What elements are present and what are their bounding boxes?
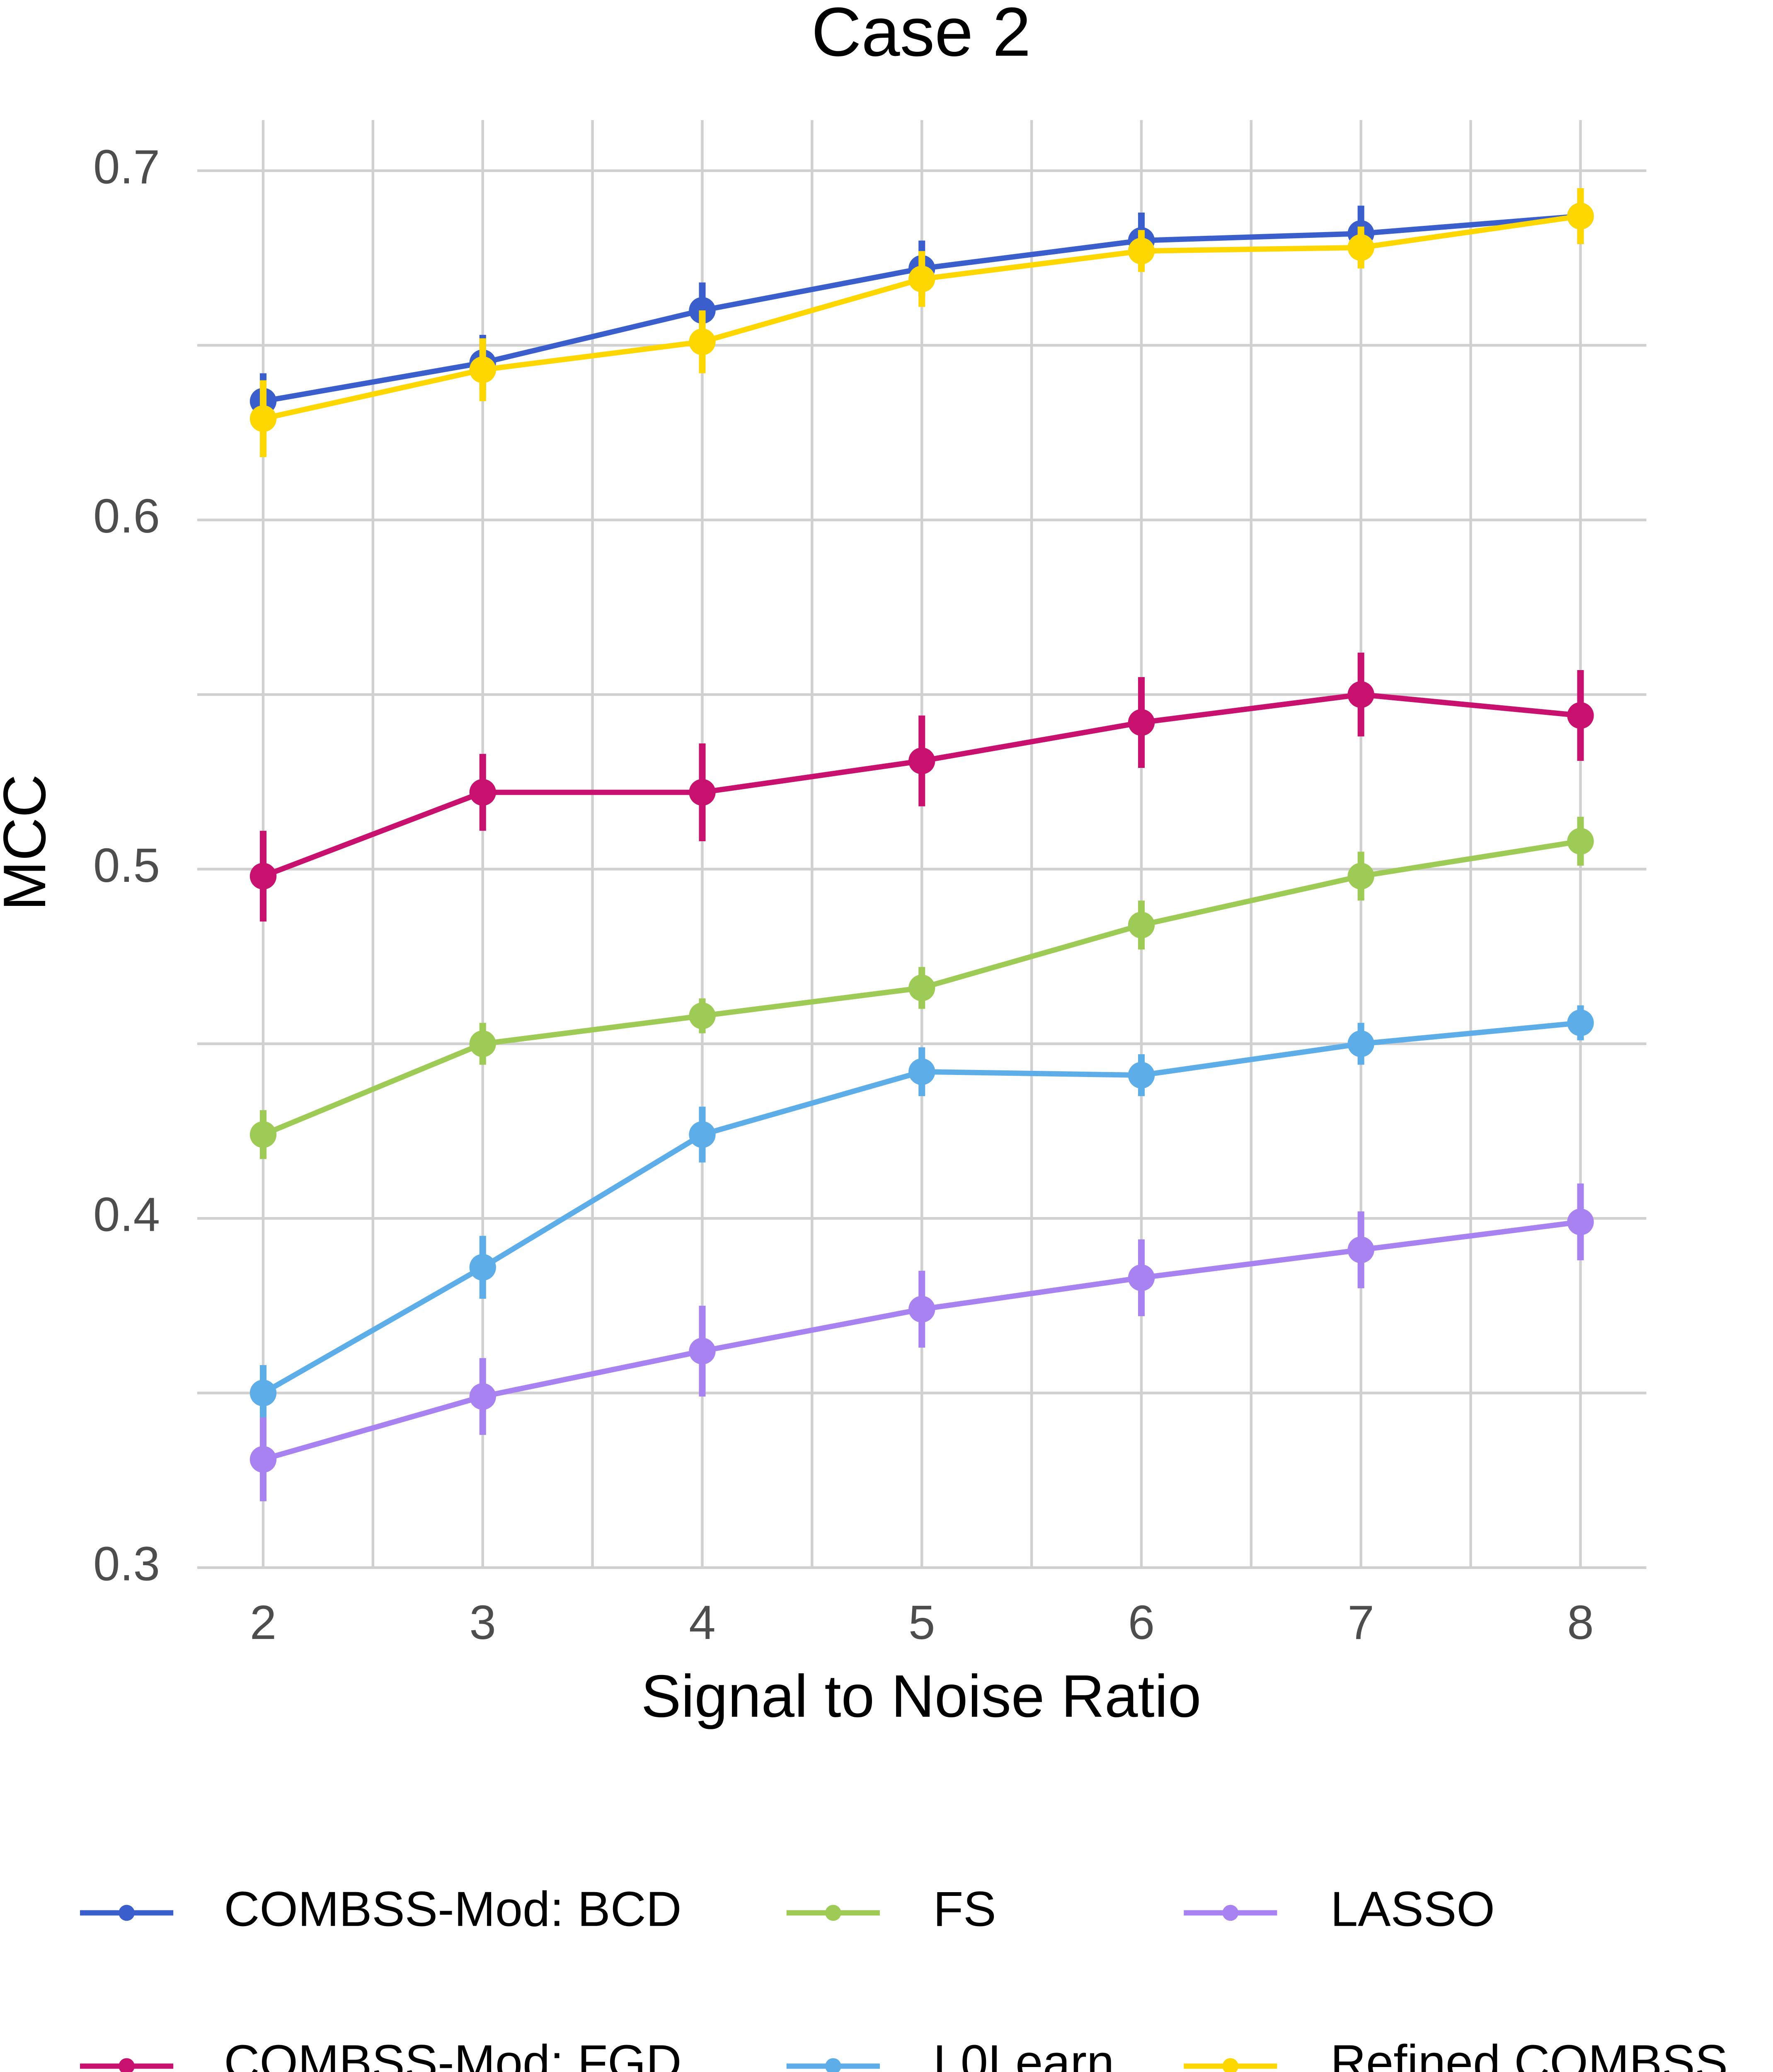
point xyxy=(908,974,935,1002)
point xyxy=(1347,1236,1374,1264)
point xyxy=(1128,237,1155,264)
x-tick-label: 3 xyxy=(470,1595,496,1649)
x-tick-label: 2 xyxy=(250,1595,276,1649)
point xyxy=(1347,234,1374,261)
legend-label: Refined COMBSS xyxy=(1330,2035,1728,2072)
x-tick-label: 5 xyxy=(908,1595,935,1649)
point xyxy=(908,747,935,775)
point xyxy=(249,863,277,890)
y-tick-label: 0.4 xyxy=(93,1188,160,1242)
x-tick-label: 8 xyxy=(1567,1595,1594,1649)
chart-title: Case 2 xyxy=(811,0,1031,70)
legend-label: COMBSS-Mod: FGD xyxy=(224,2035,681,2072)
point xyxy=(908,1296,935,1323)
point xyxy=(1567,203,1594,230)
x-axis-label: Signal to Noise Ratio xyxy=(641,1663,1201,1730)
legend-swatch-point xyxy=(1222,2058,1239,2072)
point xyxy=(1347,1030,1374,1057)
point xyxy=(689,1338,716,1365)
point xyxy=(1128,709,1155,736)
legend-label: COMBSS-Mod: BCD xyxy=(224,1881,681,1936)
point xyxy=(249,405,277,432)
point xyxy=(469,1383,496,1410)
legend-swatch-point xyxy=(119,1905,135,1921)
point xyxy=(689,1121,716,1148)
point xyxy=(469,779,496,806)
legend-swatch-point xyxy=(825,2058,841,2072)
point xyxy=(1567,702,1594,729)
legend-label: L0Learn xyxy=(933,2035,1114,2072)
point xyxy=(249,1380,277,1406)
point xyxy=(1567,828,1594,855)
point xyxy=(1128,912,1155,939)
point xyxy=(469,356,496,383)
point xyxy=(1347,681,1374,708)
x-tick-label: 6 xyxy=(1128,1595,1155,1649)
point xyxy=(689,1002,716,1029)
legend-swatch-point xyxy=(825,1905,841,1921)
legend-label: FS xyxy=(933,1881,996,1936)
x-tick-label: 4 xyxy=(689,1595,715,1649)
y-tick-label: 0.6 xyxy=(93,489,160,543)
point xyxy=(689,328,716,356)
point xyxy=(249,1121,277,1148)
point xyxy=(908,1058,935,1085)
legend-swatch-point xyxy=(119,2058,135,2072)
point xyxy=(469,1030,496,1057)
point xyxy=(1347,863,1374,890)
legend-label: LASSO xyxy=(1330,1881,1495,1936)
point xyxy=(249,1446,277,1473)
point xyxy=(1128,1264,1155,1291)
legend-swatch-point xyxy=(1222,1905,1239,1921)
y-tick-label: 0.5 xyxy=(93,838,160,892)
point xyxy=(1128,1062,1155,1089)
point xyxy=(1567,1009,1594,1036)
y-axis-label: MCC xyxy=(0,774,58,911)
point xyxy=(908,266,935,293)
point xyxy=(689,779,716,806)
y-tick-label: 0.3 xyxy=(93,1537,160,1590)
point xyxy=(1567,1208,1594,1235)
point xyxy=(469,1254,496,1281)
y-tick-label: 0.7 xyxy=(93,140,160,194)
x-tick-label: 7 xyxy=(1348,1595,1374,1649)
